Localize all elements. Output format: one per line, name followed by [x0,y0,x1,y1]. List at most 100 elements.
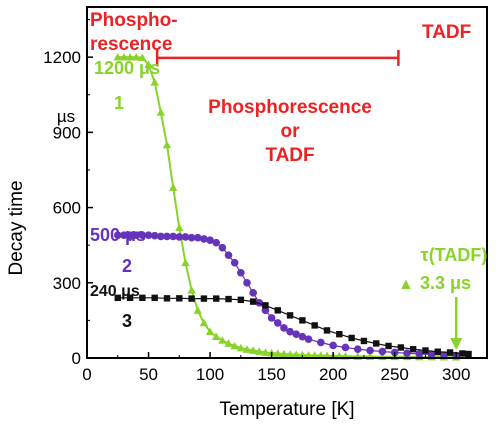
series-3-point [434,348,441,355]
series-3-point [360,337,368,345]
series-3-point [274,307,281,314]
series-2-point [144,231,153,239]
annotation-range-line-1: Phosphorescence [208,97,372,118]
series-3-point [139,294,146,302]
series-1-point [273,349,282,357]
series-3-point [397,344,405,351]
series-2-point [292,330,301,338]
series-3-point [299,317,306,324]
series-1-point [230,341,239,350]
series-1-point [316,351,326,359]
annotation-layer: Phospho-rescence TADF Phosphorescence or TAD… [90,10,487,350]
series-2-point [298,332,307,341]
series-3-point [114,294,121,302]
series-2-point [181,233,190,241]
annotation-phosphorescence-line-2: rescence [90,34,172,55]
series-2-point [120,231,128,239]
series-3-point [385,342,392,350]
series-1-point [138,53,147,62]
series-1-point [285,350,295,358]
series-2-point [243,278,251,287]
series-1-point [298,350,307,359]
series-1-point [168,183,178,191]
series-1-label: 1 [114,93,124,113]
series-3-point [163,295,171,302]
series-3-point [126,294,134,302]
series-2-point [304,335,313,343]
series-3-line [117,297,469,355]
series-2-point [169,232,177,241]
series-2-value-label: 500 μs [90,225,146,245]
x-tick-label: 300 [442,365,470,384]
series-2-point [415,350,424,358]
series-3-point [422,347,429,354]
series-3-value-label: 240 μs [90,283,140,300]
series-2-point [126,231,134,239]
series-3-point [311,322,318,329]
annotation-phosphorescence-line-1: Phospho- [90,10,178,31]
series-2-point [230,258,239,267]
series-1-point [181,258,190,267]
series-3-point [176,295,183,302]
y-tick-label: 900 [53,123,81,142]
series-2-point [403,349,411,358]
series-1-point [236,343,246,352]
annotation-range-line-2: or [281,121,301,142]
series-2-point [218,243,227,252]
tadf-callout-triangle: ▲ [398,276,414,293]
series-1-point [255,347,264,355]
series-3-point [465,350,472,358]
series-2-point [138,231,147,239]
x-tick-label: 250 [381,365,409,384]
x-tick-label: 150 [257,365,285,384]
series-1-point [125,52,135,61]
series-1-point [261,348,270,356]
series-2-point [150,231,159,240]
tadf-callout-tau: τ(TADF) [421,245,488,265]
series-2-point [193,233,202,242]
y-tick-label: 1200 [43,48,81,67]
series-2-point [237,268,245,277]
series-1-point [248,346,258,354]
series-2-point [341,343,350,352]
y-tick-label: 0 [72,349,81,368]
series-3-point [336,330,343,338]
series-3-point [213,295,220,302]
series-2-point [200,235,208,243]
series-3-point [373,340,380,347]
plot-frame [86,6,488,359]
series-2-point [157,232,165,241]
series-3-point [286,312,294,319]
tadf-callout-value: 3.3 μs [420,273,471,293]
series-1-point [193,306,202,314]
series-1-point [212,332,221,341]
series-1-point [304,351,313,359]
series-2-point [378,347,387,356]
series-2-point [224,251,233,260]
series-2-point [427,350,436,359]
series-2-point [249,289,257,297]
axes-layer: 0 50 100 150 200 250 300 0 300 600 900 1200 Temperat… [6,6,488,420]
series-2-point [113,231,122,239]
y-tick-label: 600 [53,199,81,218]
series-3-point [262,302,269,309]
series-3-point [237,296,245,304]
series-1-point [144,60,153,69]
series-1-point [113,52,122,61]
series-1-point [175,223,184,231]
series-1-value-label: 1200 μs [94,58,160,78]
series-2-point [132,231,141,239]
series-2-point [163,232,171,241]
annotation-tadf-top: TADF [422,22,471,43]
y-tick-label: 300 [53,274,81,293]
series-1-point [150,78,159,86]
series-3-point [459,350,466,357]
series-3-point [249,298,257,305]
x-tick-label: 100 [196,365,224,384]
series-3-point [151,294,158,302]
series-2-point [267,314,276,322]
y-axis-unit: µs [57,107,75,126]
series-2-point [255,299,264,307]
x-tick-label: 0 [82,365,91,384]
